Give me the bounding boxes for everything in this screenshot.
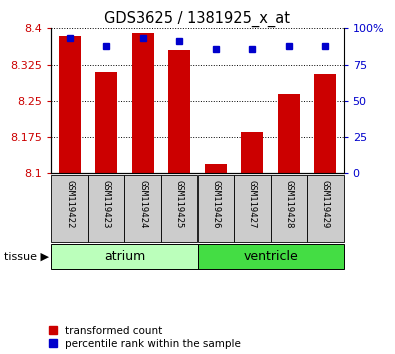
Bar <box>198 244 344 269</box>
Bar <box>314 74 336 173</box>
Text: atrium: atrium <box>104 250 145 263</box>
Text: GSM119425: GSM119425 <box>175 180 184 228</box>
Text: GDS3625 / 1381925_x_at: GDS3625 / 1381925_x_at <box>105 11 290 27</box>
Text: GSM119422: GSM119422 <box>65 180 74 228</box>
Bar <box>241 132 263 173</box>
Bar <box>51 175 88 242</box>
Text: GSM119429: GSM119429 <box>321 180 330 228</box>
Text: GSM119427: GSM119427 <box>248 180 257 228</box>
Bar <box>271 175 307 242</box>
Bar <box>161 175 198 242</box>
Bar <box>168 50 190 173</box>
Bar <box>278 93 300 173</box>
Text: tissue ▶: tissue ▶ <box>4 252 49 262</box>
Text: GSM119424: GSM119424 <box>138 180 147 228</box>
Bar <box>234 175 271 242</box>
Text: ventricle: ventricle <box>243 250 298 263</box>
Bar <box>132 33 154 173</box>
Text: GSM119428: GSM119428 <box>284 180 293 228</box>
Legend: transformed count, percentile rank within the sample: transformed count, percentile rank withi… <box>49 326 241 349</box>
Bar <box>88 175 124 242</box>
Text: GSM119426: GSM119426 <box>211 180 220 228</box>
Bar <box>51 244 198 269</box>
Bar <box>124 175 161 242</box>
Text: GSM119423: GSM119423 <box>102 180 111 228</box>
Bar <box>198 175 234 242</box>
Bar <box>95 72 117 173</box>
Bar <box>307 175 344 242</box>
Bar <box>205 164 227 173</box>
Bar <box>59 36 81 173</box>
